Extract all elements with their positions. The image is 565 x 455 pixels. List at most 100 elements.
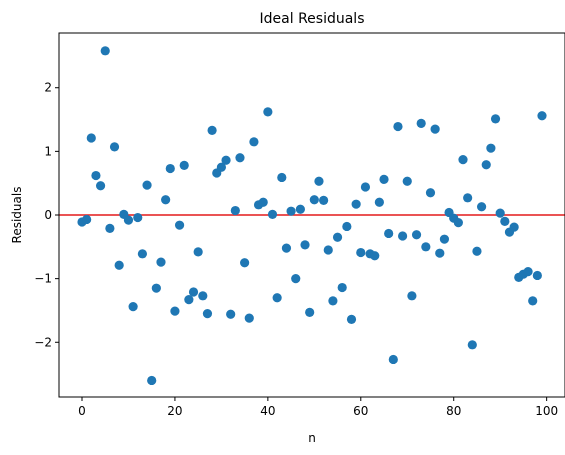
data-point [282,243,291,252]
y-tick-label: 1 [44,144,52,158]
data-point [472,247,481,256]
data-point [333,233,342,242]
data-point [417,119,426,128]
x-tick-label: 100 [535,404,558,418]
data-point [277,173,286,182]
data-point [468,340,477,349]
data-point [370,251,379,260]
data-point [87,133,96,142]
data-point [328,296,337,305]
data-point [435,249,444,258]
data-point [403,177,412,186]
data-point [208,126,217,135]
data-point [142,180,151,189]
data-point [235,153,244,162]
data-point [180,161,189,170]
x-axis-ticks: 0 20 40 60 80 100 [78,397,558,418]
data-point [245,313,254,322]
x-tick-label: 60 [353,404,368,418]
data-point [105,224,114,233]
data-point [319,196,328,205]
data-point [296,205,305,214]
data-point [398,231,407,240]
data-point [482,160,491,169]
data-point [129,302,138,311]
data-point [324,245,333,254]
data-point [115,261,124,270]
data-point [463,193,472,202]
x-axis-label: n [308,431,316,445]
data-point [189,287,198,296]
data-point [184,295,193,304]
data-point [426,188,435,197]
data-point [440,235,449,244]
data-point [496,208,505,217]
y-tick-label: 0 [44,208,52,222]
data-point [91,171,100,180]
data-point [537,111,546,120]
data-point [133,213,142,222]
data-point [166,164,175,173]
data-point [96,181,105,190]
data-point [533,271,542,280]
data-point [389,355,398,364]
data-point [314,177,323,186]
data-point [500,217,509,226]
data-point [240,258,249,267]
x-tick-label: 0 [78,404,86,418]
y-axis-ticks: −2−1012 [34,81,59,350]
data-point [268,210,277,219]
data-point [486,144,495,153]
data-point [421,242,430,251]
x-tick-label: 40 [260,404,275,418]
data-point [124,215,133,224]
data-point [384,229,393,238]
data-point [226,310,235,319]
data-point [361,182,370,191]
data-point [231,206,240,215]
data-point [147,376,156,385]
data-point [407,291,416,300]
data-point [101,46,110,55]
data-point [379,175,388,184]
data-point [477,202,486,211]
y-tick-label: −2 [34,335,52,349]
data-point [310,195,319,204]
data-point [138,249,147,258]
data-point [291,274,300,283]
data-point [300,240,309,249]
data-point [198,291,207,300]
data-point [412,230,421,239]
chart-title: Ideal Residuals [260,11,365,27]
data-point [338,283,347,292]
y-axis-label: Residuals [10,187,24,244]
data-point [431,124,440,133]
data-point [286,207,295,216]
data-point [491,114,500,123]
y-tick-label: 2 [44,81,52,95]
data-point [152,284,161,293]
data-point [342,222,351,231]
data-point [110,142,119,151]
data-point [175,221,184,230]
data-point [510,222,519,231]
data-point [170,306,179,315]
data-point [528,296,537,305]
data-point [458,155,467,164]
x-tick-label: 20 [167,404,182,418]
data-point [221,156,230,165]
data-point [352,200,361,209]
data-point [393,122,402,131]
data-point [161,195,170,204]
data-point [356,248,365,257]
data-point [523,267,532,276]
data-point [259,198,268,207]
data-point [375,198,384,207]
data-point [347,315,356,324]
data-point [203,309,212,318]
data-point [156,257,165,266]
data-point [82,215,91,224]
x-tick-label: 80 [446,404,461,418]
data-point [194,247,203,256]
